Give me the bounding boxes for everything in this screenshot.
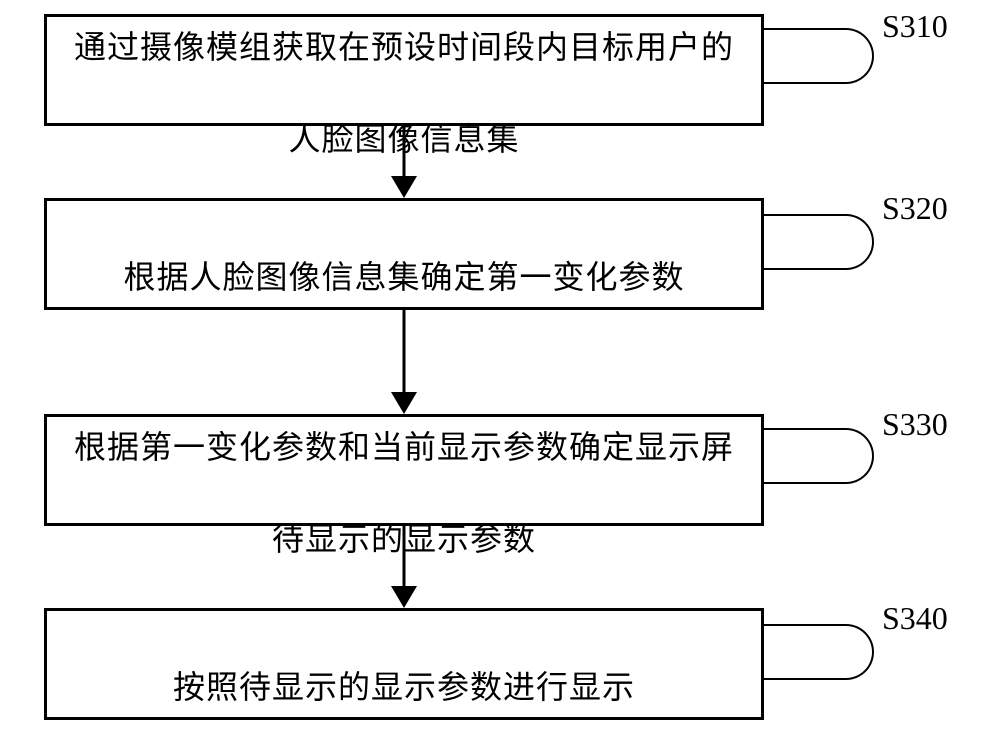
step-label-s330: S330 [882, 406, 948, 443]
step-text-s320-line1: 根据人脸图像信息集确定第一变化参数 [123, 259, 684, 295]
label-connector-s340 [764, 624, 874, 680]
step-text-s330-line1: 根据第一变化参数和当前显示参数确定显示屏 [74, 429, 734, 465]
step-label-s340: S340 [882, 600, 948, 637]
step-box-s330: 根据第一变化参数和当前显示参数确定显示屏 待显示的显示参数 [44, 414, 764, 526]
step-text-s340-line1: 按照待显示的显示参数进行显示 [173, 669, 635, 705]
step-box-s340: 按照待显示的显示参数进行显示 [44, 608, 764, 720]
label-connector-s310 [764, 28, 874, 84]
step-text-s310-line1: 通过摄像模组获取在预设时间段内目标用户的 [74, 29, 734, 65]
label-connector-s320 [764, 214, 874, 270]
step-text-s320: 根据人脸图像信息集确定第一变化参数 [123, 208, 684, 301]
step-box-s310: 通过摄像模组获取在预设时间段内目标用户的 人脸图像信息集 [44, 14, 764, 126]
step-label-s320: S320 [882, 190, 948, 227]
arrow-s330-s340 [384, 526, 424, 606]
step-label-s310: S310 [882, 8, 948, 45]
flowchart-canvas: 通过摄像模组获取在预设时间段内目标用户的 人脸图像信息集 S310 根据人脸图像… [0, 0, 1000, 735]
step-text-s340: 按照待显示的显示参数进行显示 [173, 618, 635, 711]
step-box-s320: 根据人脸图像信息集确定第一变化参数 [44, 198, 764, 310]
arrow-s310-s320 [384, 126, 424, 196]
label-connector-s330 [764, 428, 874, 484]
